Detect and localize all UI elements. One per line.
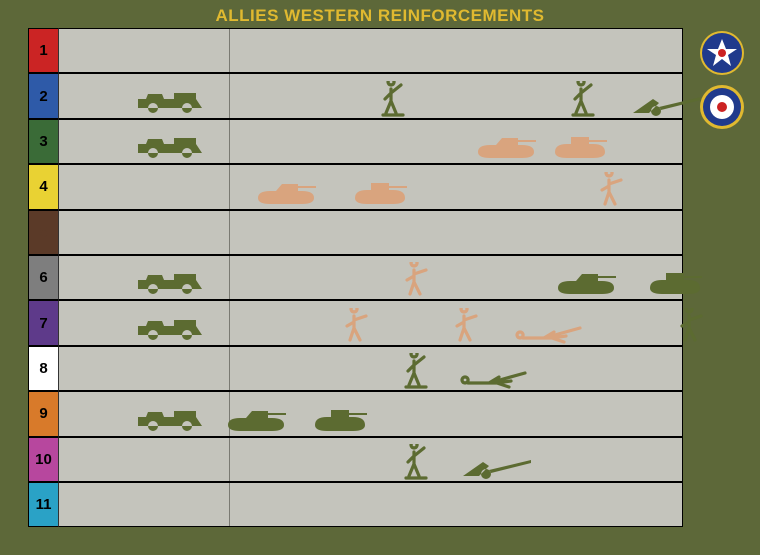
- chart-title: ALLIES WESTERN REINFORCEMENTS: [0, 6, 760, 26]
- row-number-7: 7: [28, 300, 59, 345]
- unit-rifle-stand: [599, 164, 625, 209]
- lane-divider: [229, 438, 230, 481]
- lane-divider: [229, 120, 230, 163]
- row-number-11: 11: [28, 482, 59, 527]
- unit-prone: [459, 346, 531, 391]
- unit-truck: [134, 391, 206, 436]
- unit-tank: [549, 119, 609, 164]
- unit-tank-td: [254, 164, 318, 209]
- unit-tank: [349, 164, 409, 209]
- row-lane-1: [59, 28, 683, 73]
- row-11: 11: [28, 482, 683, 527]
- unit-rifle-stand: [344, 300, 370, 345]
- row-number-2: 2: [28, 73, 59, 118]
- reinforcement-chart: ALLIES WESTERN REINFORCEMENTS 1234567891…: [0, 0, 760, 555]
- unit-tank: [644, 255, 704, 300]
- row-8: 8: [28, 346, 683, 391]
- unit-tank: [309, 391, 369, 436]
- unit-rifleman: [571, 73, 597, 118]
- chart-grid: 1234567891011: [28, 28, 683, 528]
- row-number-9: 9: [28, 391, 59, 436]
- unit-truck: [134, 73, 206, 118]
- lane-divider: [229, 211, 230, 254]
- row-number-3: 3: [28, 119, 59, 164]
- lane-divider: [229, 29, 230, 72]
- lane-divider: [229, 301, 230, 344]
- row-lane-10: [59, 437, 683, 482]
- lane-divider: [229, 165, 230, 208]
- unit-truck: [134, 255, 206, 300]
- row-1: 1: [28, 28, 683, 73]
- row-number-6: 6: [28, 255, 59, 300]
- roundel-raf-icon: [699, 84, 745, 130]
- row-lane-5: [59, 210, 683, 255]
- row-number-10: 10: [28, 437, 59, 482]
- lane-divider: [229, 256, 230, 299]
- row-lane-8: [59, 346, 683, 391]
- row-number-5: 5: [28, 210, 59, 255]
- unit-artillery: [629, 73, 705, 118]
- unit-rifleman: [404, 437, 430, 482]
- unit-artillery: [459, 437, 535, 482]
- row-number-4: 4: [28, 164, 59, 209]
- unit-rifleman: [404, 346, 430, 391]
- unit-rifle-stand: [404, 255, 430, 300]
- frame-bottom: [0, 527, 760, 555]
- roundel-us-icon: [699, 30, 745, 76]
- lane-divider: [229, 483, 230, 526]
- unit-rifle-stand: [454, 300, 480, 345]
- lane-divider: [229, 74, 230, 117]
- row-5: 5: [28, 210, 683, 255]
- row-number-1: 1: [28, 28, 59, 73]
- frame-left: [0, 0, 28, 555]
- unit-tank-td: [474, 119, 538, 164]
- row-10: 10: [28, 437, 683, 482]
- unit-tank-td: [554, 255, 618, 300]
- row-lane-11: [59, 482, 683, 527]
- unit-truck: [134, 300, 206, 345]
- unit-truck: [134, 119, 206, 164]
- unit-prone: [514, 300, 586, 345]
- row-number-8: 8: [28, 346, 59, 391]
- lane-divider: [229, 347, 230, 390]
- unit-rifleman: [381, 73, 407, 118]
- unit-tank-td: [224, 391, 288, 436]
- unit-rifle-stand: [679, 300, 705, 345]
